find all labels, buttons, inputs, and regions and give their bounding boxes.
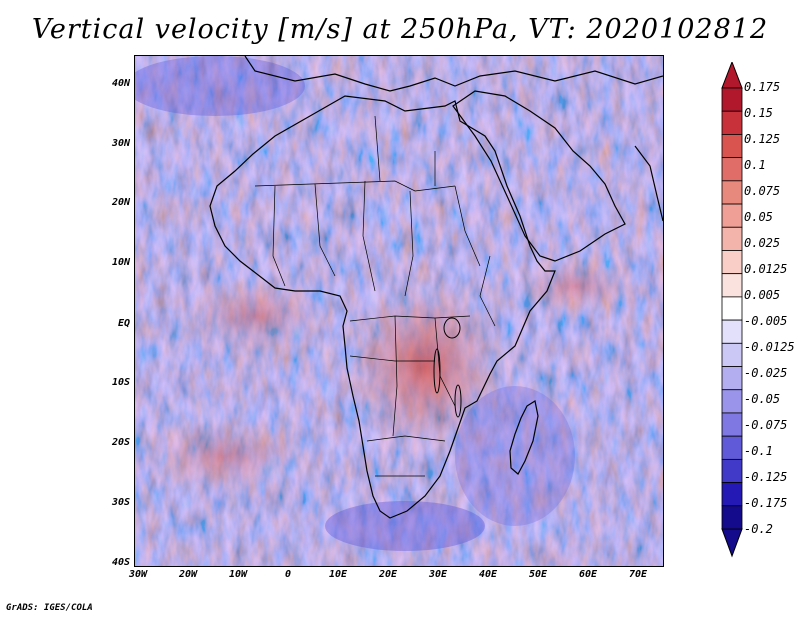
- colorbar-segment: [721, 458, 743, 483]
- colorbar-segment: [721, 250, 743, 275]
- colorbar-segment: [721, 134, 743, 159]
- credit-text: GrADS: IGES/COLA: [6, 603, 93, 613]
- blue-field-indian-ocean: [455, 386, 575, 526]
- colorbar-label: -0.025: [744, 366, 788, 380]
- red-field-gulf-guinea: [185, 276, 325, 356]
- lon-label-30e: 30E: [428, 569, 448, 580]
- lat-label-10s: 10S: [111, 377, 130, 388]
- lat-label-40s: 40S: [111, 557, 130, 568]
- red-field-south-atlantic: [145, 416, 305, 496]
- colorbar-segment: [721, 389, 743, 414]
- lon-label-60e: 60E: [578, 569, 598, 580]
- colorbar-label: 0.075: [744, 184, 781, 198]
- colorbar-segment: [721, 87, 743, 112]
- colorbar-label: -0.175: [744, 496, 788, 510]
- colorbar-top-arrow: [721, 62, 743, 89]
- lon-label-20e: 20E: [378, 569, 398, 580]
- lat-label-eq: EQ: [117, 318, 130, 329]
- colorbar-segment: [721, 319, 743, 344]
- colorbar-segment: [721, 482, 743, 507]
- colorbar-label: -0.075: [744, 418, 788, 432]
- colorbar-segment: [721, 226, 743, 251]
- lon-label-0: 0: [284, 569, 292, 580]
- colorbar-label: -0.2: [744, 522, 773, 536]
- colorbar-bottom-arrow: [721, 528, 743, 558]
- lat-label-10n: 10N: [111, 257, 130, 268]
- colorbar-label: 0.1: [744, 158, 766, 172]
- madagascar-coastline: [509, 400, 539, 475]
- india-coastline: [634, 145, 663, 222]
- map-panel: [134, 55, 664, 567]
- colorbar-label: -0.0125: [744, 340, 795, 354]
- blue-field-north-atlantic: [135, 56, 305, 116]
- colorbar-label: -0.1: [744, 444, 773, 458]
- colorbar-label: 0.05: [744, 210, 773, 224]
- lakes: [433, 317, 462, 418]
- arabia-coastline: [452, 90, 626, 262]
- colorbar-segment: [721, 180, 743, 205]
- colorbar-segment: [721, 366, 743, 391]
- colorbar-label: 0.025: [744, 236, 781, 250]
- country-borders: [254, 115, 496, 477]
- lon-label-30w: 30W: [128, 569, 148, 580]
- lon-label-50e: 50E: [528, 569, 548, 580]
- colorbar-label: -0.05: [744, 392, 781, 406]
- colorbar-label: 0.0125: [744, 262, 788, 276]
- lat-label-20s: 20S: [111, 437, 130, 448]
- colorbar-label: 0.15: [744, 106, 773, 120]
- colorbar: [721, 62, 743, 558]
- lat-label-30s: 30S: [111, 497, 130, 508]
- colorbar-segment: [721, 157, 743, 182]
- colorbar-label: -0.005: [744, 314, 788, 328]
- colorbar-segment: [721, 203, 743, 228]
- colorbar-label: 0.125: [744, 132, 781, 146]
- lon-label-10w: 10W: [228, 569, 248, 580]
- red-field-central-africa: [345, 276, 505, 456]
- blue-field-south: [325, 501, 485, 551]
- colorbar-label: 0.175: [744, 80, 781, 94]
- lon-label-10e: 10E: [328, 569, 348, 580]
- colorbar-segment: [721, 412, 743, 437]
- lat-label-20n: 20N: [111, 197, 130, 208]
- lon-label-40e: 40E: [478, 569, 498, 580]
- lon-label-20w: 20W: [178, 569, 198, 580]
- colorbar-segment: [721, 435, 743, 460]
- colorbar-segment: [721, 296, 743, 321]
- colorbar-label: -0.125: [744, 470, 788, 484]
- colorbar-segment: [721, 110, 743, 135]
- colorbar-label: 0.005: [744, 288, 781, 302]
- colorbar-segment: [721, 505, 743, 530]
- europe-coastline: [244, 56, 663, 92]
- velocity-field: [135, 56, 663, 566]
- chart-title: Vertical velocity [m/s] at 250hPa, VT: 2…: [31, 14, 769, 45]
- colorbar-segment: [721, 342, 743, 367]
- coastlines: [209, 56, 663, 519]
- africa-coastline: [209, 95, 556, 519]
- lat-label-40n: 40N: [111, 78, 130, 89]
- lat-label-30n: 30N: [111, 138, 130, 149]
- lon-label-70e: 70E: [628, 569, 648, 580]
- colorbar-segment: [721, 273, 743, 298]
